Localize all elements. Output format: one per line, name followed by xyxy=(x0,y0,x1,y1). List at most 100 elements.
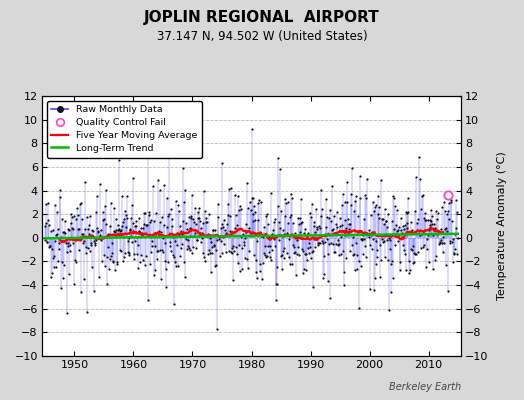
Point xyxy=(156,187,164,193)
Point xyxy=(411,251,419,258)
Point xyxy=(379,238,387,245)
Point xyxy=(138,229,146,236)
Point xyxy=(371,275,379,281)
Point xyxy=(335,223,344,229)
Point xyxy=(433,216,441,222)
Point xyxy=(118,223,126,229)
Point xyxy=(242,221,250,227)
Point xyxy=(354,213,362,220)
Point xyxy=(232,244,241,250)
Point xyxy=(46,243,54,250)
Point xyxy=(252,269,260,276)
Point xyxy=(160,222,168,228)
Point xyxy=(193,236,201,243)
Point xyxy=(136,229,145,235)
Point xyxy=(292,272,300,278)
Point xyxy=(181,236,190,242)
Point xyxy=(171,238,179,244)
Point xyxy=(165,210,173,217)
Point xyxy=(184,243,192,249)
Point xyxy=(168,216,177,222)
Point xyxy=(403,225,411,231)
Point xyxy=(314,242,323,248)
Point xyxy=(400,226,408,232)
Point xyxy=(255,197,264,203)
Text: 37.147 N, 94.502 W (United States): 37.147 N, 94.502 W (United States) xyxy=(157,30,367,43)
Point xyxy=(130,256,139,262)
Point xyxy=(202,219,211,225)
Point xyxy=(214,214,222,220)
Point xyxy=(198,230,206,236)
Point xyxy=(359,236,368,242)
Point xyxy=(388,258,397,264)
Point xyxy=(440,199,449,206)
Point xyxy=(52,264,60,270)
Point xyxy=(348,252,357,258)
Point xyxy=(352,240,361,246)
Point xyxy=(386,246,395,252)
Point xyxy=(383,237,391,244)
Point xyxy=(211,263,220,269)
Point xyxy=(382,218,390,224)
Point xyxy=(155,246,163,253)
Point xyxy=(391,222,400,228)
Point xyxy=(86,240,95,246)
Point xyxy=(71,237,79,244)
Point xyxy=(340,282,348,289)
Point xyxy=(87,241,95,248)
Point xyxy=(147,249,155,255)
Point xyxy=(405,270,413,276)
Point xyxy=(376,274,384,281)
Point xyxy=(106,256,114,262)
Point xyxy=(325,240,333,247)
Point xyxy=(201,258,209,264)
Point xyxy=(134,242,143,248)
Point xyxy=(210,242,219,248)
Point xyxy=(309,248,317,254)
Point xyxy=(450,250,458,256)
Point xyxy=(323,236,331,242)
Point xyxy=(407,246,416,252)
Point xyxy=(49,255,57,261)
Point xyxy=(362,195,370,201)
Point xyxy=(416,232,424,239)
Point xyxy=(265,248,273,255)
Point xyxy=(439,234,447,240)
Point xyxy=(434,210,443,216)
Point xyxy=(422,264,430,270)
Point xyxy=(130,251,138,257)
Point xyxy=(362,254,370,261)
Point xyxy=(388,218,396,224)
Point xyxy=(89,233,97,239)
Point xyxy=(320,271,329,277)
Point xyxy=(279,231,288,237)
Point xyxy=(375,204,383,210)
Point xyxy=(90,238,98,244)
Point xyxy=(436,240,444,246)
Point xyxy=(191,230,199,236)
Point xyxy=(99,209,107,215)
Point xyxy=(347,202,356,208)
Point xyxy=(377,177,385,183)
Point xyxy=(410,250,418,256)
Point xyxy=(163,259,172,266)
Point xyxy=(237,206,245,212)
Point xyxy=(83,214,91,220)
Point xyxy=(75,200,84,207)
Point xyxy=(435,228,444,234)
Point xyxy=(50,253,58,259)
Point xyxy=(254,200,263,206)
Point xyxy=(372,260,380,267)
Point xyxy=(296,215,304,222)
Point xyxy=(255,230,263,236)
Point xyxy=(281,213,290,219)
Point xyxy=(178,240,187,247)
Point xyxy=(259,250,268,256)
Point xyxy=(417,206,425,212)
Point xyxy=(377,256,386,263)
Point xyxy=(360,216,368,222)
Point xyxy=(121,250,129,257)
Point xyxy=(428,220,436,227)
Point xyxy=(447,218,456,224)
Point xyxy=(250,202,258,209)
